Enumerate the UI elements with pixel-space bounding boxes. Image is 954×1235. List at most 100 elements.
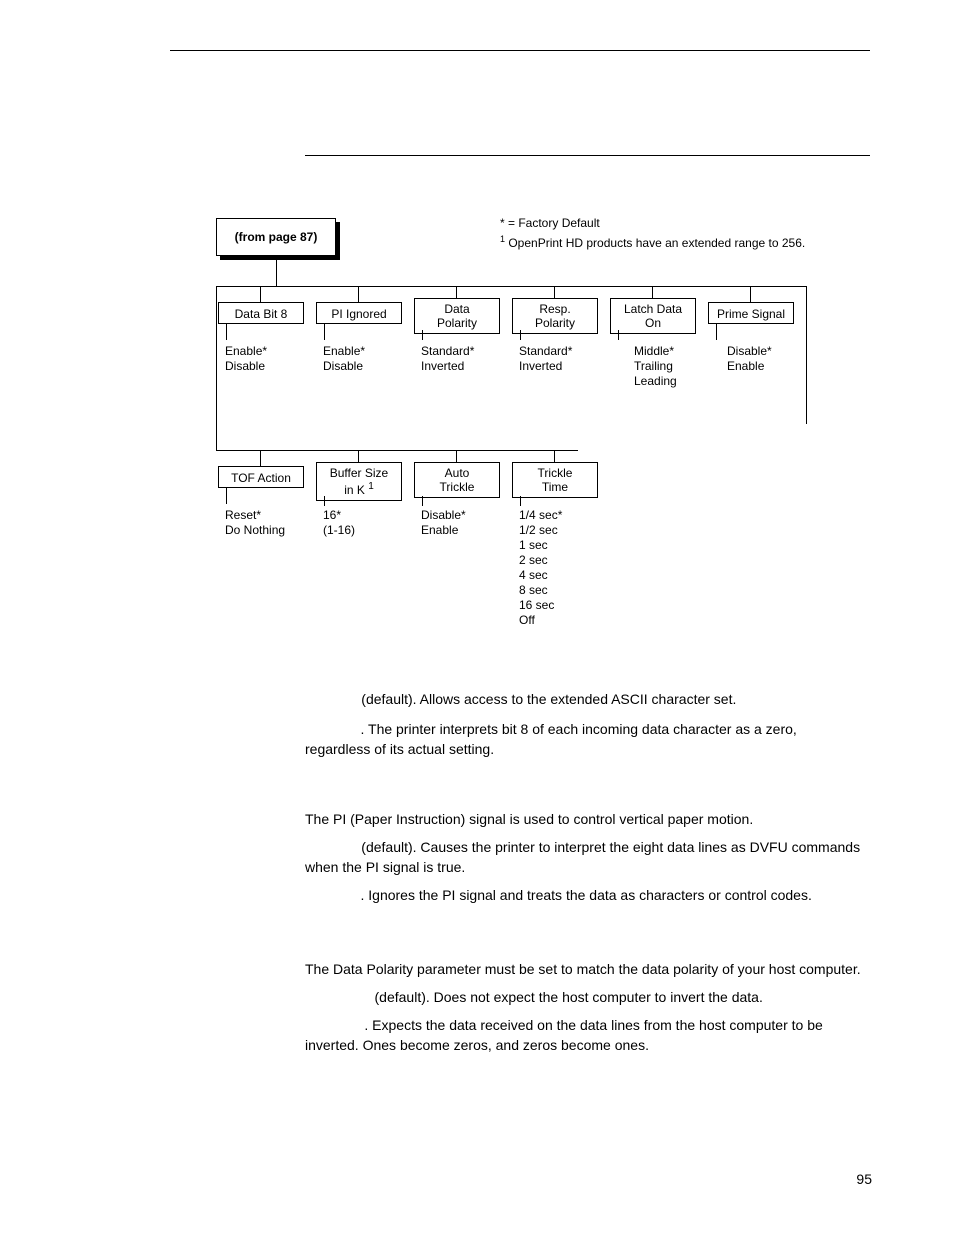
- text: . Ignores the PI signal and treats the d…: [360, 887, 811, 903]
- opt: Middle*: [634, 344, 724, 359]
- opt: Enable: [727, 359, 817, 374]
- node-label: DataPolarity: [437, 302, 477, 330]
- node-label: Latch DataOn: [624, 302, 682, 330]
- opt: Inverted: [519, 359, 609, 374]
- para: • Disable. Ignores the PI signal and tre…: [305, 885, 865, 905]
- opt: 8 sec: [519, 583, 609, 598]
- tree-line: [422, 496, 423, 506]
- opt: Reset*: [225, 508, 315, 523]
- para: • Enable (default). Causes the printer t…: [305, 837, 865, 877]
- opt: Standard*: [519, 344, 609, 359]
- opt: Enable: [421, 523, 511, 538]
- tree-line: [276, 256, 277, 286]
- node-options: Standard* Inverted: [421, 344, 511, 374]
- tree-line: [750, 286, 751, 302]
- node-label: TrickleTime: [538, 466, 573, 494]
- node-label: TOF Action: [231, 471, 291, 485]
- para: • Standard (default). Does not expect th…: [305, 987, 865, 1007]
- tree-node: Resp.Polarity: [512, 298, 598, 334]
- para: • Disable. The printer interprets bit 8 …: [305, 719, 865, 759]
- tree-line: [260, 450, 261, 466]
- text: (default). Allows access to the extended…: [357, 691, 736, 707]
- tree-line: [324, 324, 325, 340]
- text: . The printer interprets bit 8 of each i…: [305, 721, 797, 757]
- tree-node: AutoTrickle: [414, 462, 500, 498]
- tree-line: [520, 496, 521, 506]
- opt: 16*: [323, 508, 413, 523]
- node-options: 1/4 sec* 1/2 sec 1 sec 2 sec 4 sec 8 sec…: [519, 508, 609, 628]
- tree-line: [216, 286, 217, 450]
- text: (default). Causes the printer to interpr…: [305, 839, 860, 875]
- tree-node: PI Ignored: [316, 302, 402, 324]
- page-number: 95: [856, 1171, 872, 1187]
- node-options: 16* (1-16): [323, 508, 413, 538]
- opt: Standard*: [421, 344, 511, 359]
- opt: Enable*: [225, 344, 315, 359]
- tree-line: [358, 286, 359, 302]
- opt: 1/2 sec: [519, 523, 609, 538]
- tree-line: [716, 324, 717, 340]
- node-options: Disable* Enable: [727, 344, 817, 374]
- opt: 2 sec: [519, 553, 609, 568]
- tree-node: Prime Signal: [708, 302, 794, 324]
- opt: 1 sec: [519, 538, 609, 553]
- node-label: Buffer Sizein K 1: [330, 466, 388, 497]
- node-label: Prime Signal: [717, 307, 785, 321]
- sub-rule: [305, 155, 870, 156]
- tree-line: [226, 324, 227, 340]
- node-options: Enable* Disable: [225, 344, 315, 374]
- tree-node: Buffer Sizein K 1: [316, 462, 402, 501]
- node-options: Disable* Enable: [421, 508, 511, 538]
- body-section-pi: The PI (Paper Instruction) signal is use…: [305, 805, 865, 909]
- tree-line: [618, 330, 619, 340]
- opt: 1/4 sec*: [519, 508, 609, 523]
- opt: Disable*: [727, 344, 817, 359]
- legend-line2: 1 OpenPrint HD products have an extended…: [500, 231, 805, 251]
- node-label: Resp.Polarity: [535, 302, 575, 330]
- tree-line: [806, 286, 807, 424]
- tree-node: Latch DataOn: [610, 298, 696, 334]
- header-rule: [170, 50, 870, 51]
- tree-node: TOF Action: [218, 466, 304, 488]
- tree-line: [358, 450, 359, 462]
- opt: Do Nothing: [225, 523, 315, 538]
- node-label: Data Bit 8: [235, 307, 288, 321]
- opt: Disable: [225, 359, 315, 374]
- body-section-databit8: • Enable (default). Allows access to the…: [305, 685, 865, 763]
- page: * = Factory Default 1 OpenPrint HD produ…: [0, 0, 954, 1235]
- tree-line: [456, 450, 457, 462]
- tree-node: DataPolarity: [414, 298, 500, 334]
- tree-line: [520, 330, 521, 340]
- node-options: Standard* Inverted: [519, 344, 609, 374]
- node-label: PI Ignored: [331, 307, 386, 321]
- node-options: Enable* Disable: [323, 344, 413, 374]
- opt: Enable*: [323, 344, 413, 359]
- para: The Data Polarity parameter must be set …: [305, 959, 865, 979]
- node-label: AutoTrickle: [440, 466, 475, 494]
- opt: 16 sec: [519, 598, 609, 613]
- para: • Enable (default). Allows access to the…: [305, 689, 865, 709]
- tree-line: [226, 488, 227, 504]
- opt: Inverted: [421, 359, 511, 374]
- root-label: (from page 87): [235, 230, 318, 244]
- body-section-polarity: The Data Polarity parameter must be set …: [305, 955, 865, 1059]
- tree-line: [260, 286, 261, 302]
- opt: Trailing: [634, 359, 724, 374]
- tree-line: [216, 450, 578, 451]
- text: . Expects the data received on the data …: [305, 1017, 823, 1053]
- node-options: Reset* Do Nothing: [225, 508, 315, 538]
- opt: Leading: [634, 374, 724, 389]
- opt: (1-16): [323, 523, 413, 538]
- tree-node: Data Bit 8: [218, 302, 304, 324]
- opt: Off: [519, 613, 609, 628]
- text: (default). Does not expect the host comp…: [371, 989, 763, 1005]
- legend-line1: * = Factory Default: [500, 215, 805, 231]
- para: The PI (Paper Instruction) signal is use…: [305, 809, 865, 829]
- legend-text: OpenPrint HD products have an extended r…: [505, 236, 805, 250]
- opt: 4 sec: [519, 568, 609, 583]
- root-box: (from page 87): [216, 218, 336, 256]
- tree-node: TrickleTime: [512, 462, 598, 498]
- opt: Disable: [323, 359, 413, 374]
- opt: Disable*: [421, 508, 511, 523]
- tree-line: [422, 330, 423, 340]
